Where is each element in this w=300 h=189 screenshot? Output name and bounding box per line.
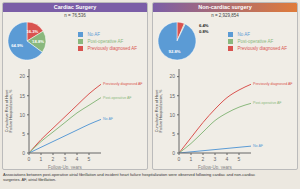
html-text:Previously diagnosed AF: Previously diagnosed AF (87, 45, 137, 51)
svg-text:Post-operative AF: Post-operative AF (253, 101, 282, 105)
svg-text:No AF: No AF (103, 117, 114, 121)
svg-text:2: 2 (52, 156, 55, 162)
html-text:No AF: No AF (237, 31, 250, 37)
html-text:Non-cardiac surgery: Non-cardiac surgery (198, 4, 252, 10)
svg-text:2: 2 (202, 156, 205, 162)
svg-text:Previously diagnosed AF: Previously diagnosed AF (253, 82, 292, 86)
svg-text:6.4%: 6.4% (199, 23, 209, 28)
html-text:n = 2,929,854: n = 2,929,854 (211, 13, 239, 18)
html-text:Associations between post-oper: Associations between post-operative atri… (3, 172, 256, 182)
svg-text:3: 3 (214, 156, 217, 162)
svg-text:10: 10 (19, 112, 25, 118)
svg-text:0: 0 (172, 150, 175, 156)
svg-text:20: 20 (169, 73, 175, 79)
svg-text:5: 5 (88, 156, 91, 162)
svg-text:16.3%: 16.3% (26, 29, 38, 34)
svg-text:4: 4 (76, 156, 79, 162)
html-text:n = 76,536: n = 76,536 (64, 13, 86, 18)
svg-text:92.8%: 92.8% (169, 49, 181, 54)
svg-text:0: 0 (28, 156, 31, 162)
svg-text:Follow-Up, years: Follow-Up, years (198, 165, 233, 170)
svg-text:No AF: No AF (253, 144, 264, 148)
svg-text:20: 20 (19, 73, 25, 79)
html-text:Cardiac Surgery: Cardiac Surgery (53, 4, 97, 10)
svg-text:Follow-Up, years: Follow-Up, years (48, 165, 83, 170)
svg-text:Cumulative Rate of HeartFailur: Cumulative Rate of HeartFailure Hospital… (8, 89, 13, 133)
svg-text:0.8%: 0.8% (199, 29, 209, 34)
html-text:Post-operative AF: Post-operative AF (87, 38, 124, 44)
svg-text:Post-operative AF: Post-operative AF (103, 96, 132, 100)
svg-text:15: 15 (169, 93, 175, 99)
svg-text:5: 5 (22, 131, 25, 137)
html-text:No AF: No AF (87, 31, 100, 37)
svg-text:15: 15 (19, 93, 25, 99)
svg-text:1: 1 (40, 156, 43, 162)
svg-text:5: 5 (238, 156, 241, 162)
svg-text:64.9%: 64.9% (11, 43, 23, 48)
svg-text:0: 0 (178, 156, 181, 162)
svg-text:4: 4 (226, 156, 229, 162)
svg-text:18.8%: 18.8% (32, 39, 44, 44)
svg-text:Cumulative Rate of HeartFailur: Cumulative Rate of HeartFailure Hospital… (155, 89, 163, 133)
svg-text:Previously diagnosed AF: Previously diagnosed AF (103, 82, 143, 86)
svg-text:1: 1 (190, 156, 193, 162)
svg-text:10: 10 (169, 112, 175, 118)
svg-text:5: 5 (172, 131, 175, 137)
svg-text:3: 3 (64, 156, 67, 162)
html-text:Post-operative AF: Post-operative AF (237, 38, 274, 44)
svg-text:0: 0 (22, 150, 25, 156)
html-text:Previously diagnosed AF: Previously diagnosed AF (237, 45, 287, 51)
